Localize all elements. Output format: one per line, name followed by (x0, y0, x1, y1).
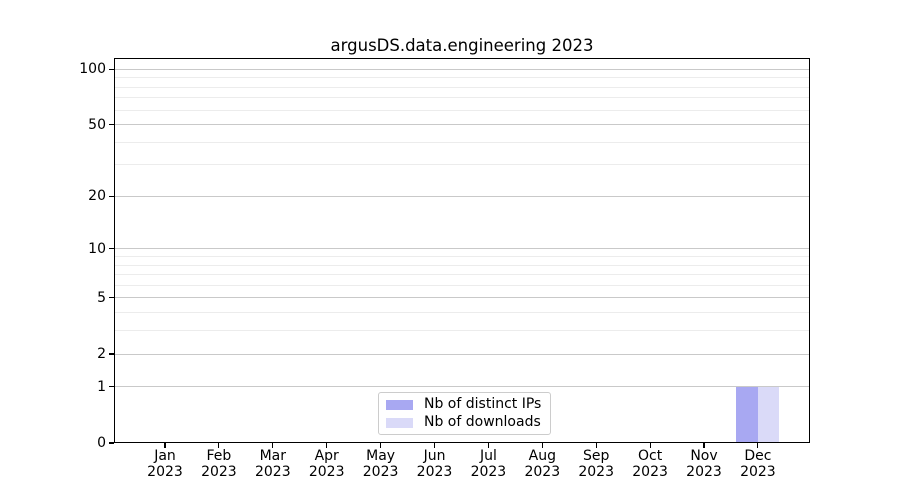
x-tick-mark (541, 443, 543, 448)
legend-label-downloads: Nb of downloads (424, 414, 541, 430)
x-tick-mark (164, 443, 166, 448)
legend-item-distinct-ips: Nb of distinct IPs (386, 397, 541, 412)
x-tick-month: May (366, 448, 396, 464)
x-tick-month: Mar (259, 448, 286, 464)
y-tick-mark (109, 123, 114, 126)
x-tick-month: Apr (314, 448, 339, 464)
y-tick-label: 0 (97, 435, 106, 451)
legend-label-distinct-ips: Nb of distinct IPs (424, 396, 542, 412)
x-tick-month: Jul (479, 448, 497, 464)
x-tick-label: Mar 2023 (241, 448, 305, 480)
x-tick-label: Aug 2023 (510, 448, 574, 480)
x-tick-year: 2023 (201, 463, 237, 480)
y-tick-mark (109, 195, 114, 197)
x-tick-year: 2023 (578, 463, 614, 480)
y-minor-gridline (115, 256, 809, 257)
legend-item-downloads: Nb of downloads (386, 415, 541, 430)
x-tick-mark (487, 443, 489, 448)
y-major-gridline (115, 124, 809, 126)
y-major-gridline (115, 248, 809, 250)
bar-downloads (757, 386, 780, 443)
bar-distinct-ips (736, 386, 758, 443)
y-major-gridline (115, 195, 809, 197)
y-minor-gridline (115, 264, 809, 266)
y-major-gridline (115, 386, 809, 388)
x-tick-month: Dec (744, 448, 772, 464)
x-tick-label: Nov 2023 (672, 448, 736, 480)
x-tick-mark (595, 443, 597, 448)
x-tick-year: 2023 (470, 463, 507, 480)
x-tick-mark (380, 443, 382, 448)
y-tick-mark (109, 68, 114, 70)
x-tick-mark (757, 443, 759, 448)
y-minor-gridline (115, 274, 809, 276)
x-tick-label: Feb 2023 (187, 448, 251, 480)
x-tick-mark (272, 443, 274, 448)
y-tick-label: 100 (79, 61, 106, 78)
x-tick-label: Oct 2023 (618, 448, 682, 480)
x-tick-mark (433, 443, 436, 448)
x-tick-month: Feb (206, 448, 232, 464)
x-tick-month: Nov (690, 448, 718, 464)
y-tick-mark (109, 353, 114, 355)
y-tick-label: 2 (97, 346, 106, 363)
x-tick-month: Sep (582, 448, 610, 464)
x-tick-year: 2023 (632, 463, 668, 480)
y-minor-gridline (115, 77, 809, 79)
y-minor-gridline (115, 284, 809, 286)
y-tick-label: 5 (97, 289, 106, 306)
x-tick-label: Jun 2023 (403, 448, 467, 480)
y-tick-label: 20 (88, 188, 106, 205)
x-tick-mark (703, 443, 705, 448)
y-minor-gridline (115, 109, 809, 111)
x-tick-year: 2023 (308, 463, 345, 480)
y-major-gridline (115, 353, 809, 355)
x-tick-year: 2023 (524, 463, 561, 480)
x-tick-label: May 2023 (349, 448, 413, 480)
legend-swatch-distinct-ips-icon (386, 399, 413, 410)
plot-area (114, 58, 810, 443)
y-tick-label: 50 (88, 116, 106, 133)
y-minor-gridline (115, 164, 809, 166)
y-minor-gridline (115, 330, 809, 332)
y-minor-gridline (115, 86, 809, 88)
y-tick-mark (109, 248, 114, 250)
x-tick-year: 2023 (147, 463, 183, 480)
y-tick-mark (109, 442, 114, 444)
x-tick-label: Sep 2023 (564, 448, 628, 480)
y-minor-gridline (115, 141, 809, 143)
y-major-gridline (115, 297, 809, 299)
y-major-gridline (115, 68, 809, 70)
x-tick-mark (218, 443, 220, 448)
y-minor-gridline (115, 97, 809, 99)
x-tick-year: 2023 (416, 463, 453, 480)
x-tick-month: Jan (154, 448, 176, 464)
chart-title: argusDS.data.engineering 2023 (330, 36, 594, 55)
x-tick-year: 2023 (686, 463, 722, 480)
y-tick-label: 1 (97, 378, 106, 395)
x-tick-month: Oct (637, 448, 663, 464)
x-tick-month: Jun (423, 448, 446, 464)
x-tick-year: 2023 (254, 463, 291, 480)
x-tick-month: Aug (528, 448, 556, 464)
x-tick-label: Jul 2023 (456, 448, 520, 480)
x-tick-year: 2023 (740, 463, 776, 480)
legend: Nb of distinct IPs Nb of downloads (378, 392, 552, 435)
x-tick-label: Apr 2023 (295, 448, 359, 480)
x-tick-year: 2023 (362, 463, 399, 480)
legend-swatch-downloads-icon (386, 417, 413, 428)
x-tick-mark (326, 443, 328, 448)
y-tick-mark (109, 386, 114, 388)
x-tick-label: Dec 2023 (726, 448, 790, 480)
y-minor-gridline (115, 312, 809, 314)
x-tick-label: Jan 2023 (133, 448, 197, 480)
y-tick-mark (109, 297, 114, 299)
y-tick-label: 10 (88, 240, 106, 257)
x-tick-mark (649, 443, 651, 448)
